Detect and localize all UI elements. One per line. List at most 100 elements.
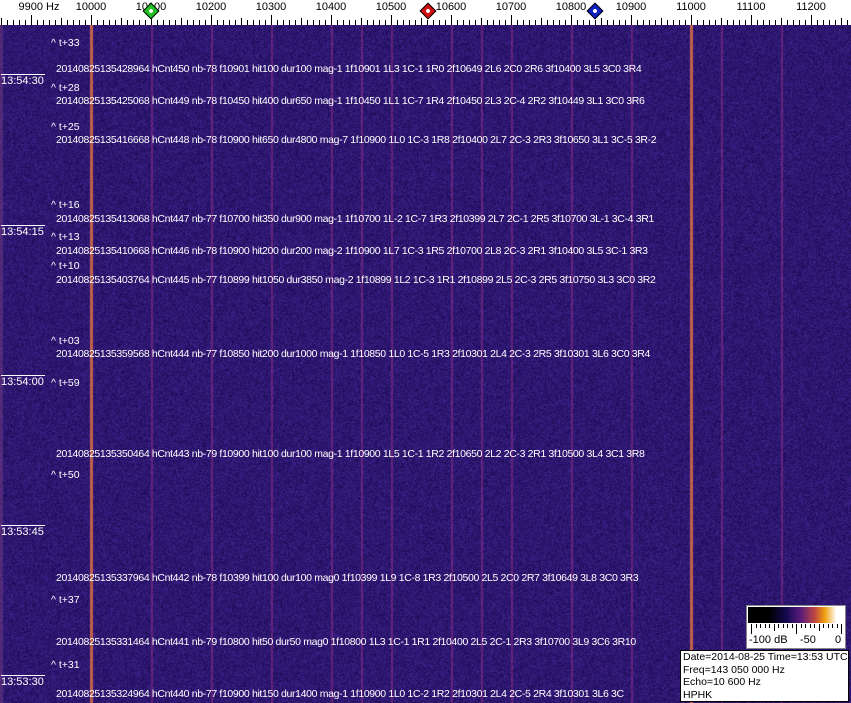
time-label: 13:54:30: [1, 74, 45, 87]
axis-tick: [553, 20, 554, 25]
axis-tick: [211, 15, 212, 25]
axis-tick: [157, 20, 158, 25]
time-offset-tag: ^ t+16: [51, 199, 80, 211]
axis-tick: [577, 20, 578, 25]
axis-tick: [559, 20, 560, 25]
axis-tick: [145, 20, 146, 25]
axis-tick: [625, 20, 626, 25]
axis-tick: [823, 20, 824, 25]
axis-unit-label: 9900 Hz: [18, 1, 60, 13]
axis-label: 10900: [615, 1, 647, 13]
time-offset-tag: ^ t+31: [51, 659, 80, 671]
axis-tick: [697, 20, 698, 25]
axis-tick: [517, 20, 518, 25]
info-box: Date=2014-08-25 Time=13:53 UTC Freq=143 …: [680, 650, 849, 702]
axis-tick: [337, 20, 338, 25]
axis-label: 10600: [435, 1, 467, 13]
axis-tick: [385, 20, 386, 25]
axis-tick: [775, 20, 776, 25]
axis-tick: [61, 18, 62, 25]
time-offset-tag: ^ t+25: [51, 121, 80, 133]
axis-tick: [433, 20, 434, 25]
detection-log-line: 20140825135416668 hCnt448 nb-78 f10900 h…: [56, 134, 657, 146]
axis-tick: [481, 18, 482, 25]
axis-label: 10000: [75, 1, 107, 13]
axis-tick: [307, 20, 308, 25]
colorbar-tick: [787, 624, 788, 628]
axis-tick: [835, 20, 836, 25]
axis-tick: [463, 20, 464, 25]
axis-tick: [751, 15, 752, 25]
colorbar-gradient: [748, 607, 844, 623]
colorbar-tick: [773, 624, 775, 631]
axis-tick: [529, 20, 530, 25]
axis-tick: [547, 20, 548, 25]
echo-line: Echo=10 600 Hz: [683, 676, 761, 688]
axis-tick: [445, 20, 446, 25]
colorbar-tick: [805, 624, 806, 628]
axis-tick: [97, 20, 98, 25]
axis-tick: [115, 20, 116, 25]
colorbar-label-max: 0: [835, 634, 842, 646]
axis-tick: [457, 20, 458, 25]
axis-label: 11200: [796, 1, 826, 13]
colorbar-tick: [823, 624, 824, 628]
axis-label: 10800: [555, 1, 587, 13]
axis-tick: [259, 20, 260, 25]
axis-tick: [13, 20, 14, 25]
axis-tick: [175, 20, 176, 25]
axis-tick: [421, 18, 422, 25]
axis-tick: [607, 20, 608, 25]
colorbar-tick: [796, 624, 797, 634]
axis-tick: [373, 20, 374, 25]
axis-tick: [595, 20, 596, 25]
detection-log-line: 20140825135410668 hCnt446 nb-78 f10900 h…: [56, 245, 648, 257]
axis-tick: [427, 20, 428, 25]
spectrogram-waterfall[interactable]: [0, 25, 851, 703]
time-label: 13:53:45: [1, 525, 45, 538]
axis-tick: [283, 20, 284, 25]
axis-tick: [745, 20, 746, 25]
colorbar-tick: [841, 624, 842, 634]
time-offset-tag: ^ t+33: [51, 37, 80, 49]
axis-tick: [667, 20, 668, 25]
axis-tick: [451, 15, 452, 25]
axis-tick: [229, 20, 230, 25]
axis-tick: [757, 20, 758, 25]
axis-tick: [793, 20, 794, 25]
detection-log-line: 20140825135359568 hCnt444 nb-77 f10850 h…: [56, 348, 650, 360]
axis-tick: [331, 15, 332, 25]
colorbar-tick: [827, 624, 829, 628]
axis-tick: [187, 20, 188, 25]
axis-tick: [583, 20, 584, 25]
axis-tick: [799, 20, 800, 25]
axis-tick: [763, 20, 764, 25]
axis-tick: [277, 20, 278, 25]
axis-tick: [805, 20, 806, 25]
blue-marker-icon[interactable]: [586, 2, 604, 20]
axis-tick: [49, 20, 50, 25]
axis-tick: [487, 20, 488, 25]
axis-tick: [151, 15, 152, 25]
detection-log-line: 20140825135403764 hCnt445 nb-77 f10899 h…: [56, 274, 656, 286]
axis-tick: [25, 20, 26, 25]
axis-tick: [817, 20, 818, 25]
axis-tick: [589, 20, 590, 25]
time-offset-tag: ^ t+50: [51, 469, 80, 481]
axis-tick: [79, 20, 80, 25]
axis-tick: [43, 20, 44, 25]
axis-tick: [139, 20, 140, 25]
colorbar-tick: [778, 624, 779, 628]
axis-tick: [829, 20, 830, 25]
axis-tick: [505, 20, 506, 25]
axis-tick: [85, 20, 86, 25]
axis-tick: [91, 15, 92, 25]
time-offset-tag: ^ t+59: [51, 377, 80, 389]
axis-tick: [565, 20, 566, 25]
axis-tick: [55, 20, 56, 25]
red-marker-icon[interactable]: [419, 2, 437, 20]
axis-tick: [319, 20, 320, 25]
axis-label: 10400: [315, 1, 347, 13]
axis-label: 11000: [676, 1, 706, 13]
axis-tick: [199, 20, 200, 25]
